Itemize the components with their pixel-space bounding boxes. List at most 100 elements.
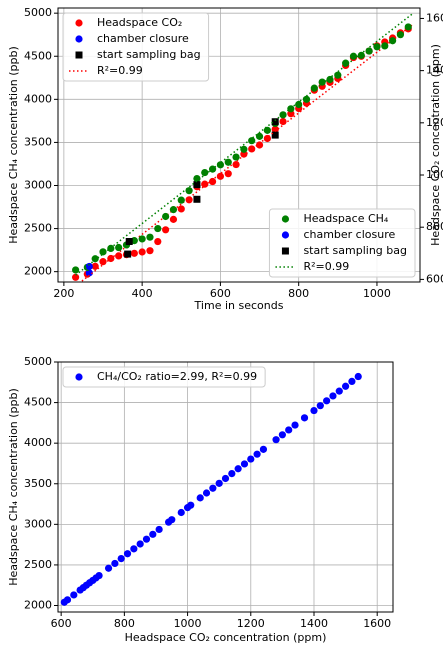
legend: Headspace CH₄ chamber closure start sampli… — [268, 208, 416, 278]
marker-point — [146, 233, 154, 241]
marker-point — [142, 535, 151, 543]
marker-square — [271, 131, 279, 139]
fit-line — [79, 24, 413, 282]
marker-point — [335, 387, 343, 395]
y2-tick-label: 1600 — [426, 11, 443, 24]
x-axis-label: Time in seconds — [194, 299, 284, 312]
marker-square — [193, 181, 201, 189]
y-tick-label: 3000 — [24, 178, 52, 191]
marker-point — [72, 273, 80, 281]
marker-point — [85, 269, 93, 277]
marker-point — [177, 508, 185, 517]
marker-point — [232, 153, 240, 161]
marker-point — [224, 158, 232, 166]
fit-line — [75, 13, 413, 276]
legend-box — [268, 208, 416, 278]
legend: Headspace CO₂ chamber closure start sampli… — [62, 12, 210, 82]
marker-point — [169, 215, 178, 223]
marker-point — [302, 95, 311, 103]
marker-point — [342, 59, 350, 67]
marker-point — [300, 414, 309, 422]
marker-point — [271, 125, 279, 133]
legend-label: chamber closure — [303, 228, 395, 241]
y-tick-label: 2000 — [24, 599, 52, 612]
marker-point — [185, 196, 193, 204]
marker-point — [318, 78, 326, 86]
marker-point — [201, 180, 209, 188]
marker-point — [138, 235, 146, 243]
marker-point — [354, 372, 362, 381]
marker-square — [125, 238, 133, 246]
marker-point — [253, 450, 261, 458]
marker-point — [130, 249, 138, 257]
y-tick-label: 2000 — [24, 265, 52, 278]
x-tick-label: 600 — [210, 287, 231, 300]
marker-point — [224, 170, 232, 178]
marker-point — [228, 470, 236, 478]
legend-label: Headspace CO₂ — [97, 16, 182, 29]
marker-point — [240, 145, 248, 153]
legend-label: start sampling bag — [303, 244, 407, 257]
x-axis-label: Headspace CO₂ concentration (ppm) — [125, 631, 327, 644]
chart: 600 800 1000 1200 1400 1600 2000 2500 3000 3500 40… — [7, 355, 394, 644]
marker-point — [291, 421, 299, 429]
marker-point — [136, 540, 144, 548]
y-tick-label: 3000 — [24, 517, 52, 530]
x-tick-label: 800 — [114, 617, 135, 630]
marker-point — [357, 51, 365, 59]
marker-point — [130, 545, 138, 553]
marker-point — [263, 126, 271, 134]
marker-point — [85, 262, 93, 271]
marker-point — [216, 172, 225, 180]
marker-point — [168, 516, 176, 524]
marker-point — [287, 105, 295, 113]
marker-point — [162, 212, 170, 221]
marker-square — [193, 195, 201, 203]
y-tick-label: 5000 — [24, 6, 52, 19]
legend-label: start sampling bag — [97, 48, 201, 61]
marker-point — [111, 559, 119, 568]
marker-point — [99, 258, 107, 266]
marker-point — [326, 75, 334, 84]
legend-label: CH₄/CO₂ ratio=2.99, R²=0.99 — [97, 370, 257, 383]
marker-point — [310, 406, 318, 415]
marker-square — [271, 118, 279, 126]
legend-box — [62, 12, 210, 82]
y-axis-label: Headspace CH₄ concentration (ppb) — [7, 388, 20, 586]
marker-point — [334, 71, 342, 79]
marker-point — [177, 205, 185, 213]
y-tick-label: 2500 — [24, 222, 52, 235]
axes-frame — [57, 7, 421, 283]
marker-point — [216, 161, 225, 169]
x-tick-label: 800 — [288, 287, 309, 300]
marker-square — [124, 250, 132, 258]
marker-point — [255, 132, 264, 140]
legend-label: Headspace CH₄ — [303, 212, 388, 225]
marker-point — [177, 196, 185, 204]
marker-point — [348, 377, 356, 385]
marker-point — [295, 100, 303, 109]
plot-area — [72, 13, 413, 282]
x-tick-label: 1600 — [363, 617, 391, 630]
marker-point — [396, 31, 405, 39]
y2-axis-label: Headspace CO₂ concentration (ppm) — [429, 44, 442, 246]
x-tick-label: 600 — [51, 617, 72, 630]
marker-point — [248, 137, 256, 145]
legend: CH₄/CO₂ ratio=2.99, R²=0.99 — [62, 366, 266, 388]
x-tick-label: 1400 — [300, 617, 328, 630]
y-tick-label: 4000 — [24, 436, 52, 449]
y-tick-label: 3500 — [24, 477, 52, 490]
y-tick-label: 5000 — [24, 355, 52, 368]
marker-point — [115, 252, 123, 260]
y-tick-label: 2500 — [24, 558, 52, 571]
marker-point — [404, 23, 412, 31]
marker-point — [72, 266, 80, 274]
marker-point — [75, 19, 83, 27]
marker-point — [154, 224, 162, 233]
marker-point — [281, 231, 290, 239]
legend-box — [62, 366, 266, 388]
marker-point — [162, 226, 170, 234]
marker-square — [75, 51, 83, 59]
marker-point — [95, 571, 103, 580]
marker-point — [196, 494, 204, 502]
